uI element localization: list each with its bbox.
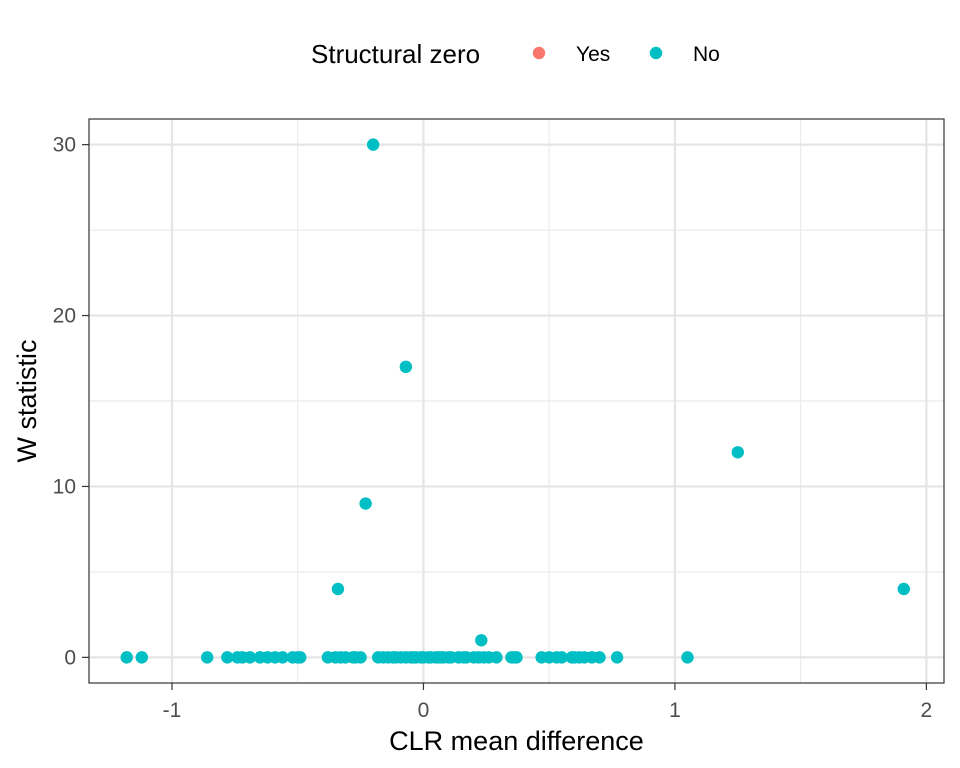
data-point	[359, 497, 372, 510]
data-point	[331, 582, 345, 596]
x-axis-title: CLR mean difference	[389, 726, 644, 756]
data-point	[120, 651, 133, 664]
data-point	[490, 651, 503, 664]
y-tick-label: 0	[64, 646, 76, 669]
data-point	[399, 360, 413, 374]
data-point	[354, 651, 367, 664]
legend: Structural zero Yes No	[311, 39, 720, 69]
legend-key-no	[649, 46, 663, 60]
data-point	[200, 651, 214, 664]
data-point	[593, 651, 606, 664]
data-point	[510, 651, 523, 664]
data-point	[731, 446, 744, 459]
data-point	[294, 651, 307, 664]
x-tick-labels: -1 0 1 2	[163, 699, 933, 722]
y-tick-label: 30	[53, 134, 76, 157]
data-point	[276, 651, 289, 664]
x-tick-label: 1	[669, 699, 681, 722]
data-points	[120, 138, 910, 664]
data-point	[221, 651, 234, 664]
data-point	[366, 138, 380, 151]
legend-title: Structural zero	[311, 39, 480, 69]
data-point	[135, 651, 149, 664]
data-point	[897, 582, 910, 596]
data-point	[555, 651, 568, 664]
x-tick-label: -1	[163, 699, 182, 722]
y-tick-label: 20	[53, 305, 76, 328]
minor-gridlines	[89, 119, 944, 683]
panel-border	[88, 118, 945, 684]
axis-ticks	[82, 144, 927, 690]
legend-label-no: No	[693, 43, 720, 66]
data-point	[475, 634, 488, 647]
x-tick-label: 0	[418, 699, 430, 722]
y-tick-label: 10	[53, 475, 76, 498]
x-tick-label: 2	[921, 699, 933, 722]
legend-key-yes	[532, 46, 546, 60]
data-point	[681, 651, 694, 664]
y-tick-labels: 0 10 20 30	[53, 134, 76, 670]
data-point	[243, 651, 257, 664]
data-point	[610, 651, 624, 664]
legend-label-yes: Yes	[576, 43, 610, 66]
y-axis-title: W statistic	[12, 339, 42, 462]
